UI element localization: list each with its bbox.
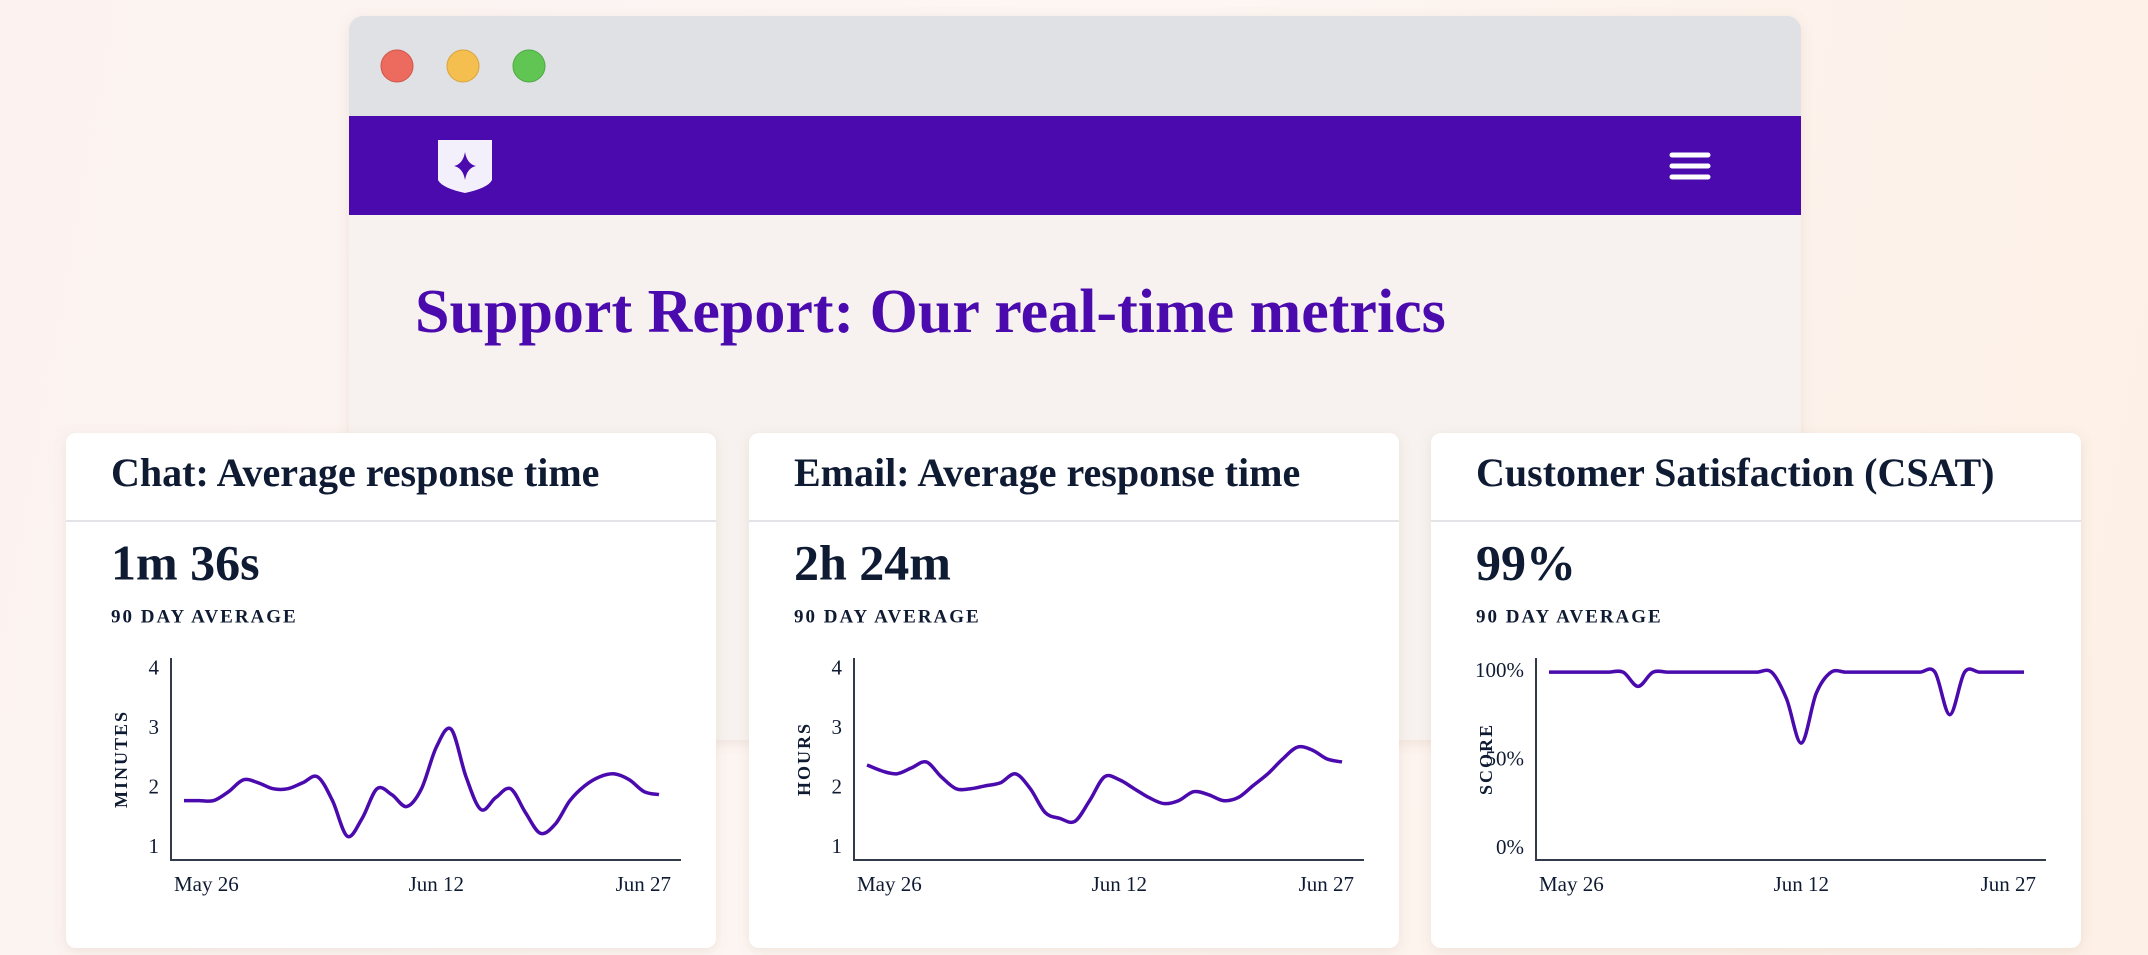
y-tick-label: 4 xyxy=(832,656,843,680)
menu-button[interactable] xyxy=(1669,152,1711,180)
metric-card: Chat: Average response time 1m 36s 90 DAY … xyxy=(66,433,716,948)
y-tick-label: 1 xyxy=(149,834,160,858)
x-tick-label: Jun 27 xyxy=(1981,872,2036,896)
x-tick-label: May 26 xyxy=(1539,872,1604,896)
y-axis-label: MINUTES xyxy=(111,710,131,808)
y-tick-label: 3 xyxy=(149,715,160,739)
metric-card: Email: Average response time 2h 24m 90 DAY… xyxy=(749,433,1399,948)
x-tick-label: May 26 xyxy=(857,872,922,896)
axes xyxy=(170,658,681,861)
metric-label: 90 DAY AVERAGE xyxy=(794,606,981,627)
x-tick-label: Jun 12 xyxy=(1092,872,1147,896)
y-tick-label: 50% xyxy=(1486,747,1525,771)
card-background xyxy=(749,433,1399,948)
metric-value: 99% xyxy=(1476,534,1576,590)
y-tick-label: 100% xyxy=(1475,658,1524,682)
x-tick-label: Jun 12 xyxy=(409,872,464,896)
y-axis-label: SCORE xyxy=(1476,723,1496,795)
metric-label: 90 DAY AVERAGE xyxy=(1476,606,1663,627)
data-line xyxy=(1549,667,2024,745)
metric-value: 1m 36s xyxy=(111,534,260,590)
data-line xyxy=(866,744,1343,825)
close-button[interactable] xyxy=(380,49,414,83)
y-tick-label: 4 xyxy=(149,656,160,680)
logo[interactable] xyxy=(438,140,492,193)
metric-card: Customer Satisfaction (CSAT) 99% 90 DAY AV… xyxy=(1431,433,2081,948)
y-tick-label: 3 xyxy=(832,715,843,739)
axes xyxy=(1535,658,2046,861)
card-title: Chat: Average response time xyxy=(111,450,599,495)
metric-value: 2h 24m xyxy=(794,534,951,590)
x-tick-label: Jun 27 xyxy=(1299,872,1354,896)
page-title: Support Report: Our real-time metrics xyxy=(415,278,1446,346)
card-title: Email: Average response time xyxy=(794,450,1300,495)
minimize-button[interactable] xyxy=(446,49,480,83)
y-tick-label: 0% xyxy=(1496,835,1524,859)
x-tick-label: Jun 12 xyxy=(1774,872,1829,896)
nav-bar xyxy=(349,116,1801,215)
y-tick-label: 2 xyxy=(832,775,843,799)
x-tick-label: May 26 xyxy=(174,872,239,896)
y-axis-label: HOURS xyxy=(794,722,814,796)
card-background xyxy=(1431,433,2081,948)
maximize-button[interactable] xyxy=(512,49,546,83)
metric-label: 90 DAY AVERAGE xyxy=(111,606,298,627)
title-bar xyxy=(349,16,1801,116)
y-tick-label: 1 xyxy=(832,834,843,858)
data-line xyxy=(183,726,660,839)
x-tick-label: Jun 27 xyxy=(616,872,671,896)
card-title: Customer Satisfaction (CSAT) xyxy=(1476,450,1995,495)
axes xyxy=(853,658,1364,861)
card-background xyxy=(66,433,716,948)
y-tick-label: 2 xyxy=(149,775,160,799)
